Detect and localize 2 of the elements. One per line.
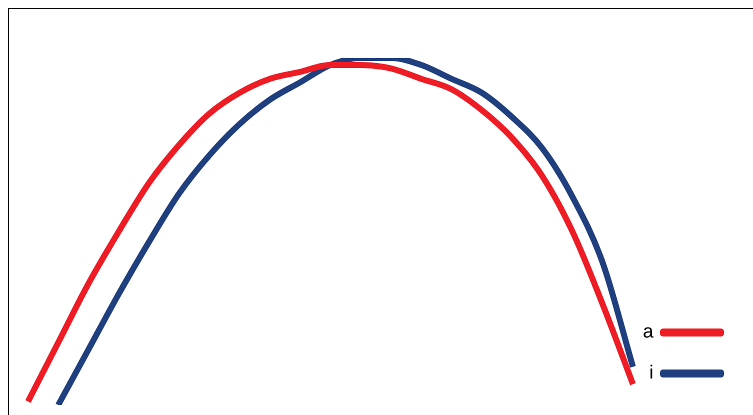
legend-label: i	[649, 362, 654, 384]
legend-label: a	[642, 322, 654, 343]
